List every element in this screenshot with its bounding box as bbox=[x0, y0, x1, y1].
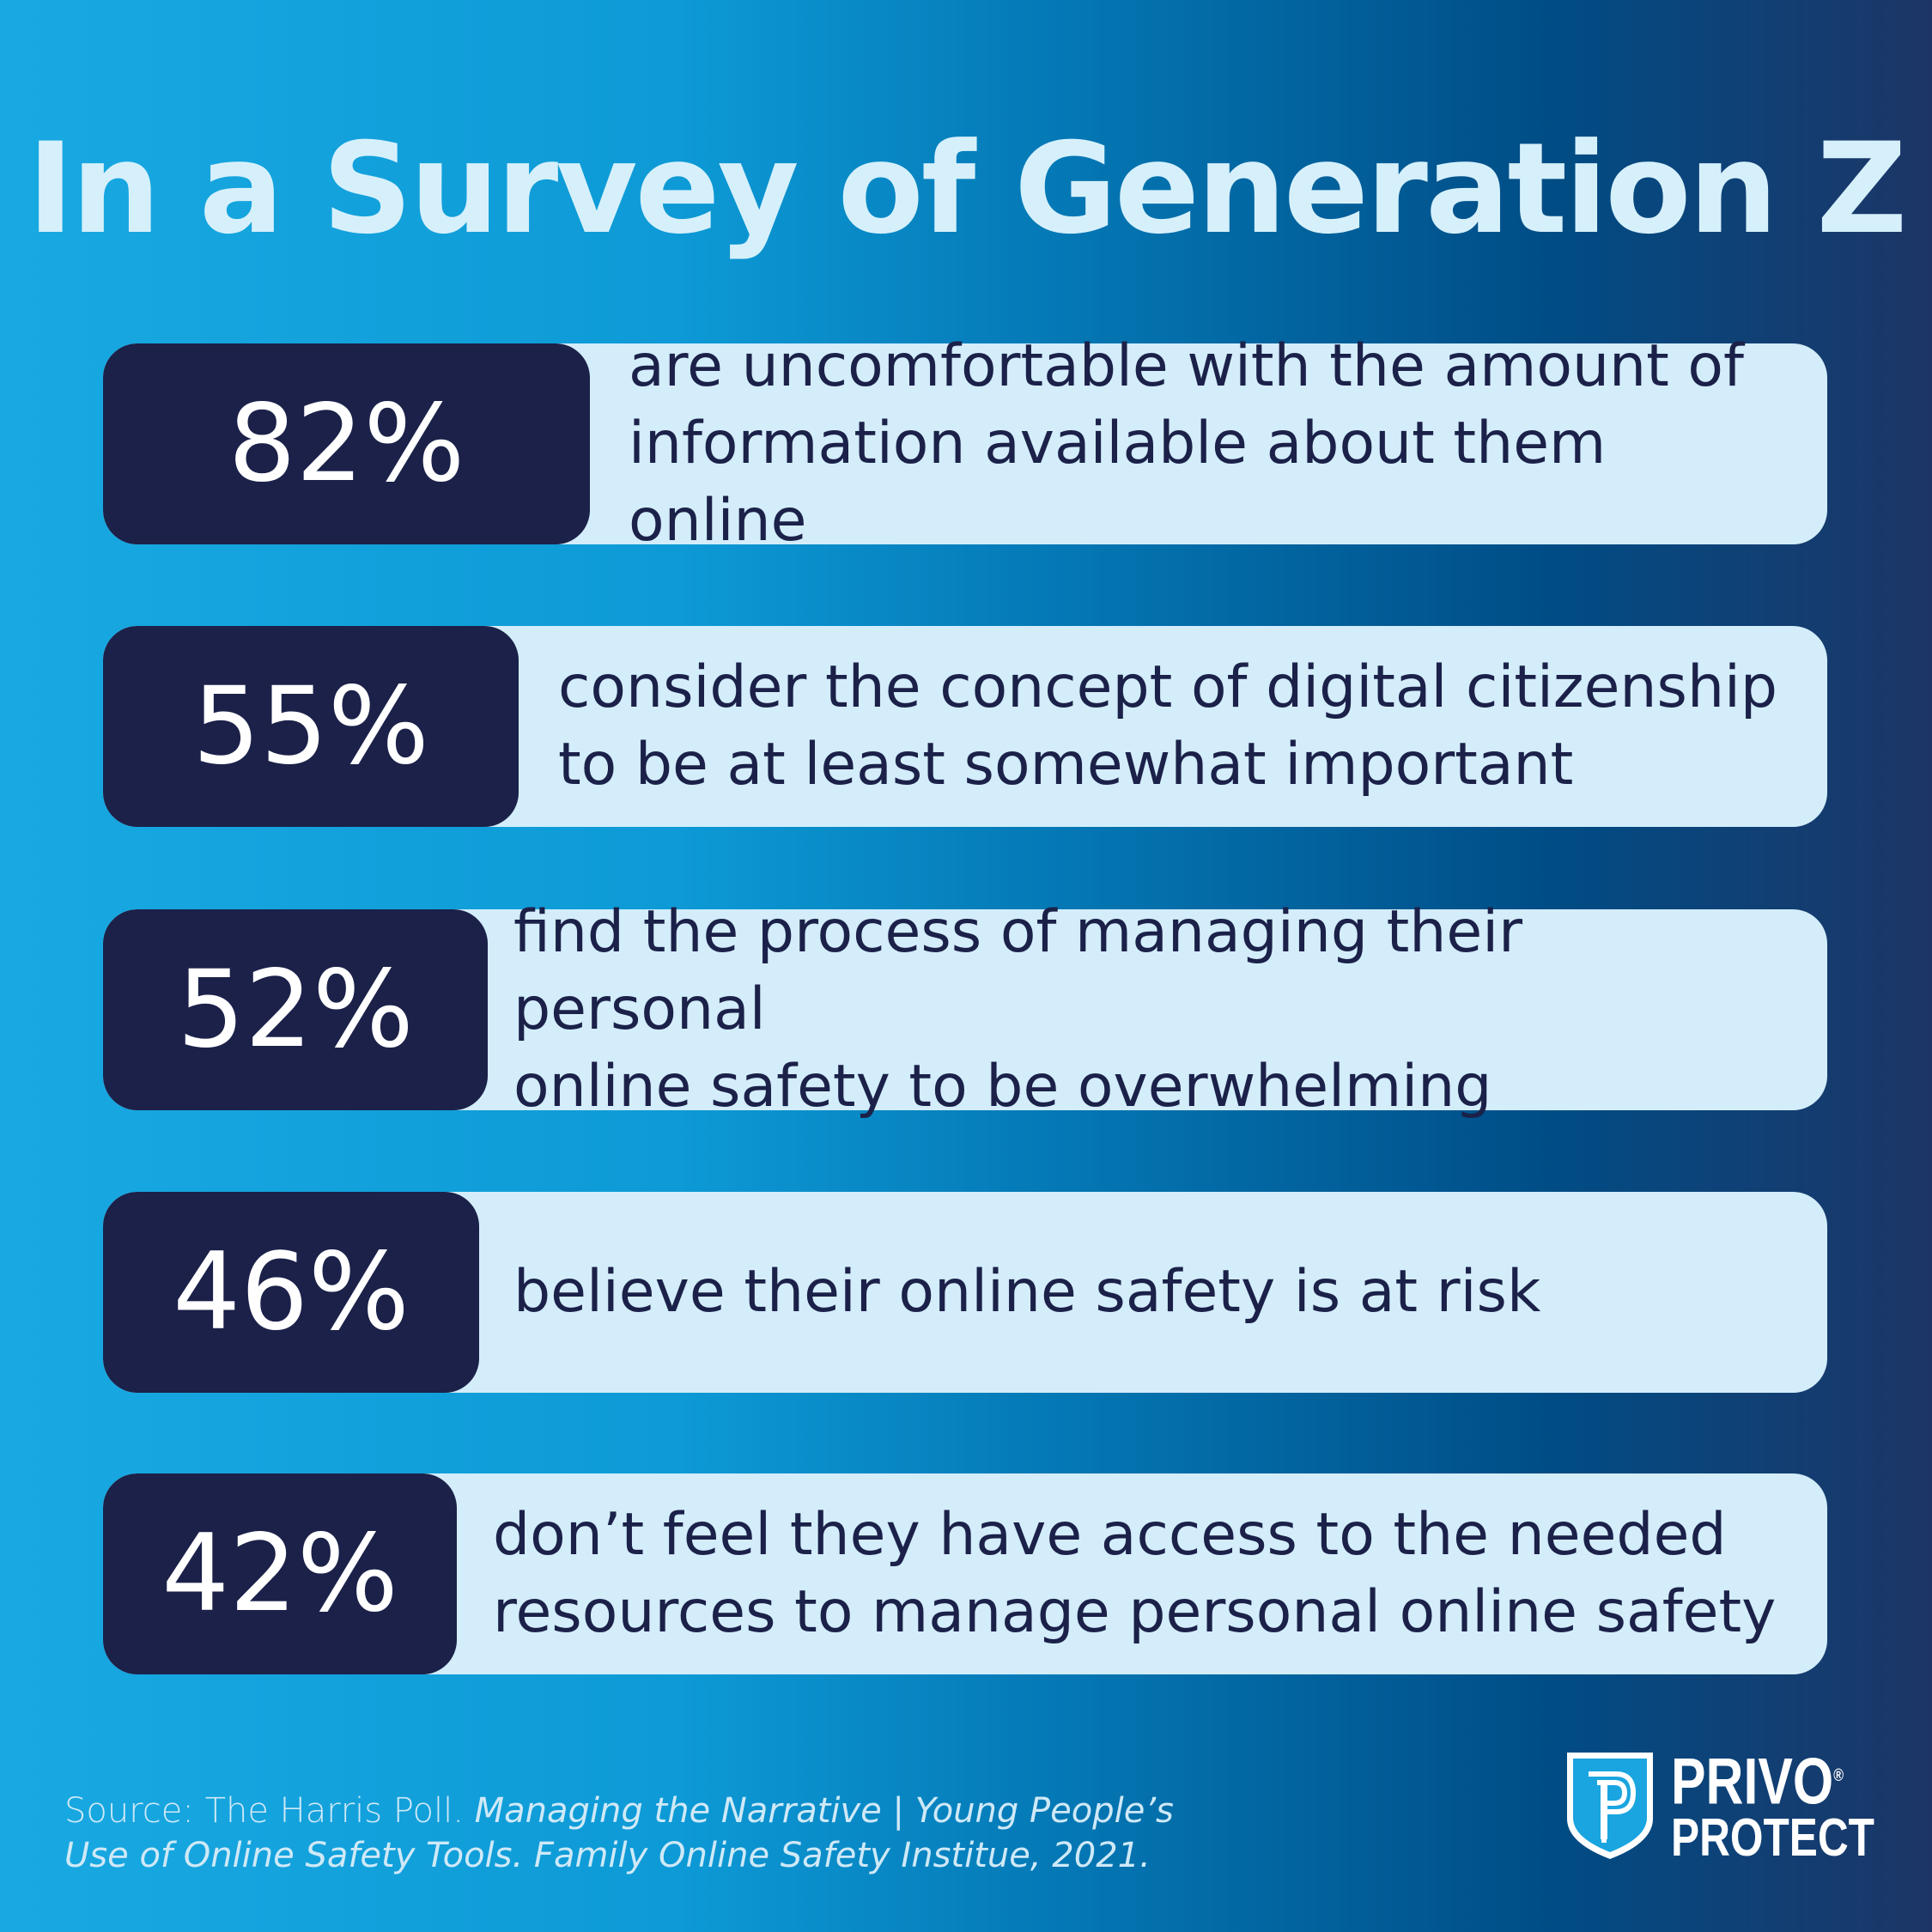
stat-description: don’t feel they have access to the neede… bbox=[493, 1473, 1793, 1674]
desc-line: to be at least somewhat important bbox=[558, 731, 1574, 799]
stat-row: 46% believe their online safety is at ri… bbox=[103, 1192, 1827, 1393]
stat-row: 55% consider the concept of digital citi… bbox=[103, 626, 1827, 827]
stat-percent: 55% bbox=[103, 626, 519, 827]
stat-description: are uncomfortable with the amount of info… bbox=[629, 332, 1793, 555]
source-citation: Source: The Harris Poll. Managing the Na… bbox=[64, 1789, 1174, 1878]
desc-line: information available about them online bbox=[629, 410, 1607, 555]
stat-percent: 82% bbox=[103, 343, 590, 544]
brand-text: PRIVO® PROTECT bbox=[1671, 1749, 1874, 1868]
source-title: Managing the Narrative | Young People’s bbox=[474, 1791, 1174, 1831]
desc-line: are uncomfortable with the amount of bbox=[629, 332, 1744, 400]
desc-line: online safety to be overwhelming bbox=[513, 1053, 1492, 1121]
source-prefix: Source: The Harris Poll. bbox=[64, 1791, 475, 1831]
desc-line: consider the concept of digital citizens… bbox=[558, 653, 1778, 721]
stat-description: consider the concept of digital citizens… bbox=[558, 626, 1793, 827]
stat-percent: 42% bbox=[103, 1473, 457, 1674]
desc-line: believe their online safety is at risk bbox=[513, 1258, 1541, 1326]
stat-row: 42% don’t feel they have access to the n… bbox=[103, 1473, 1827, 1674]
brand-line1: PRIVO bbox=[1671, 1745, 1834, 1819]
desc-line: don’t feel they have access to the neede… bbox=[493, 1501, 1727, 1569]
stat-description: believe their online safety is at risk bbox=[513, 1192, 1793, 1393]
desc-line: find the process of managing their perso… bbox=[513, 898, 1523, 1043]
stat-row: 82% are uncomfortable with the amount of… bbox=[103, 332, 1827, 555]
desc-line: resources to manage personal online safe… bbox=[493, 1578, 1777, 1646]
stat-percent: 52% bbox=[103, 909, 488, 1110]
stat-percent: 46% bbox=[103, 1192, 479, 1393]
brand-line2: PROTECT bbox=[1671, 1808, 1874, 1868]
registered-mark: ® bbox=[1833, 1766, 1844, 1785]
privo-protect-logo: PRIVO® PROTECT bbox=[1564, 1749, 1925, 1868]
source-title-cont: Use of Online Safety Tools. Family Onlin… bbox=[64, 1836, 1151, 1875]
stat-row: 52% find the process of managing their p… bbox=[103, 898, 1827, 1121]
page-title: In a Survey of Generation Z bbox=[27, 116, 1908, 262]
stat-description: find the process of managing their perso… bbox=[513, 898, 1793, 1121]
shield-icon bbox=[1567, 1753, 1653, 1859]
